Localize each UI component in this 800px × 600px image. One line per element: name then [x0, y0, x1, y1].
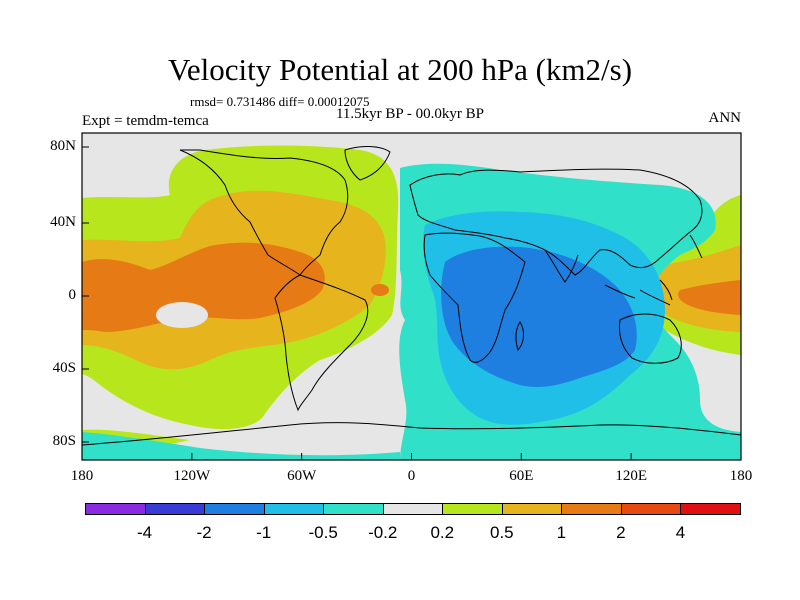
coast-europe-asia — [409, 168, 703, 276]
positive-region-west-pacific-3 — [678, 280, 741, 315]
colorbar-cell — [680, 503, 741, 515]
positive-region-atlantic-spot — [371, 284, 389, 296]
coast-north-america — [179, 149, 349, 276]
x-tick-label: 180 — [70, 468, 94, 484]
coast-australia — [619, 313, 682, 364]
colorbar-label: 4 — [675, 523, 686, 542]
stats-label: rmsd= 0.731486 diff= 0.00012075 — [190, 94, 370, 109]
colorbar-label: 1 — [556, 523, 567, 542]
coast-maritime-continent — [604, 279, 673, 306]
colorbar-label: -1 — [256, 523, 272, 542]
colorbar-cell — [263, 503, 325, 515]
y-axis — [82, 146, 89, 443]
period-label: 11.5kyr BP - 00.0kyr BP — [335, 106, 485, 122]
x-tick-label: 120W — [173, 468, 211, 484]
colorbar-label: 2 — [616, 523, 626, 542]
colorbar-label: -0.5 — [308, 523, 338, 542]
colorbar-cell — [85, 503, 146, 515]
negative-region-south — [82, 432, 400, 460]
x-tick-label: 120E — [615, 468, 647, 484]
experiment-label: Expt = temdm-temca — [82, 113, 209, 129]
positive-region-americas-3 — [82, 242, 325, 332]
colorbar-cell — [561, 503, 622, 515]
colorbar-cell — [323, 503, 384, 515]
coastlines — [82, 146, 741, 446]
y-tick-label: 40N — [50, 214, 76, 230]
coast-india — [544, 249, 579, 283]
contour-fill — [82, 133, 741, 460]
x-tick-label: 60W — [287, 468, 317, 484]
y-tick-label: 40S — [52, 360, 76, 376]
y-tick-label: 0 — [68, 287, 77, 303]
coast-madagascar — [515, 321, 524, 352]
colorbar-cell — [204, 503, 265, 515]
y-tick-label: 80S — [52, 433, 76, 449]
coast-south-america — [274, 274, 369, 412]
colorbar-cell — [382, 503, 444, 515]
colorbar-cell — [442, 503, 503, 515]
coast-japan — [689, 234, 703, 259]
x-tick-label: 180 — [729, 468, 753, 484]
colorbar-label: -4 — [136, 523, 153, 542]
colorbar-cell — [620, 503, 682, 515]
coast-greenland — [344, 146, 391, 181]
colorbar-label: 0.5 — [489, 523, 514, 542]
neutral-hole-pacific — [156, 302, 208, 328]
coast-antarctica — [82, 422, 741, 446]
x-tick-label: 60E — [509, 468, 534, 484]
season-label: ANN — [708, 110, 742, 126]
colorbar-cell — [501, 503, 563, 515]
colorbar-cell — [144, 503, 206, 515]
colorbar-label: -0.2 — [368, 523, 398, 542]
x-axis — [81, 453, 742, 460]
y-tick-label: 80N — [50, 138, 76, 154]
colorbar-label: 0.2 — [430, 523, 455, 542]
coast-africa — [423, 232, 526, 363]
page-title: Velocity Potential at 200 hPa (km2/s) — [167, 52, 633, 87]
x-tick-label: 0 — [407, 468, 416, 484]
colorbar-label: -2 — [196, 523, 212, 542]
